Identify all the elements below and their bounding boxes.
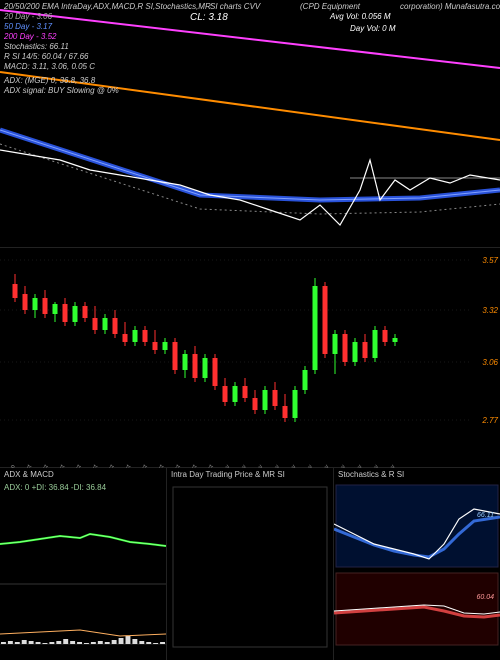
candlestick-panel: 3.573.323.062.7730 Sep2 Oct4 Oct6 Oct10 …	[0, 248, 500, 468]
svg-text:2.77: 2.77	[481, 416, 498, 425]
ema20-label: 20 Day - 3.06	[4, 12, 52, 21]
macd-label: MACD: 3.11, 3.06, 0.05 C	[4, 62, 95, 71]
stochastics-label: Stochastics: 66.11	[4, 42, 69, 51]
svg-text:3.32: 3.32	[482, 306, 498, 315]
ema-price-panel: 20/50/200 EMA IntraDay,ADX,MACD,R SI,Sto…	[0, 0, 500, 248]
adx-signal-label: ADX signal: BUY Slowing @ 0%	[4, 86, 119, 95]
ema50-label: 50 Day - 3.17	[4, 22, 52, 31]
stoch-title: Stochastics & R SI	[334, 468, 500, 481]
header-symbol: SI charts CVV	[210, 2, 260, 11]
svg-text:3.06: 3.06	[482, 358, 498, 367]
ema200-label: 200 Day - 3.52	[4, 32, 56, 41]
candlestick-svg: 3.573.323.062.7730 Sep2 Oct4 Oct6 Oct10 …	[0, 248, 500, 468]
header-indicators: 20/50/200 EMA IntraDay,ADX,MACD,R SI,Sto…	[4, 2, 211, 11]
svg-text:3.57: 3.57	[482, 256, 498, 265]
intraday-title: Intra Day Trading Price & MR SI	[167, 468, 333, 481]
header-company1: (CPD Equipment	[300, 2, 360, 11]
svg-text:60.04: 60.04	[476, 594, 494, 601]
day-vol: Day Vol: 0 M	[350, 24, 396, 33]
svg-text:66.11: 66.11	[477, 512, 494, 519]
intraday-svg	[167, 481, 333, 656]
adx-svg	[0, 494, 166, 659]
adx-title: ADX & MACD	[0, 468, 166, 481]
close-price: CL: 3.18	[190, 12, 228, 23]
intraday-panel: Intra Day Trading Price & MR SI	[167, 468, 334, 660]
adx-subtitle: ADX: 0 +DI: 36.84 -DI: 36.84	[0, 481, 166, 494]
rsi-label: R SI 14/5: 60.04 / 67.66	[4, 52, 89, 61]
bottom-indicator-row: ADX & MACD ADX: 0 +DI: 36.84 -DI: 36.84 …	[0, 468, 500, 660]
stochastics-rsi-panel: Stochastics & R SI 66.11 60.04	[334, 468, 500, 660]
avg-vol: Avg Vol: 0.056 M	[330, 12, 390, 21]
stoch-svg: 66.11 60.04	[334, 481, 500, 656]
header-company2: corporation) Munafasutra.com	[400, 2, 500, 11]
adx-macd-panel: ADX & MACD ADX: 0 +DI: 36.84 -DI: 36.84	[0, 468, 167, 660]
ema-chart-svg	[0, 0, 500, 248]
adx-label: ADX: (MGE) 0, 36.8, 36.8	[4, 76, 95, 85]
